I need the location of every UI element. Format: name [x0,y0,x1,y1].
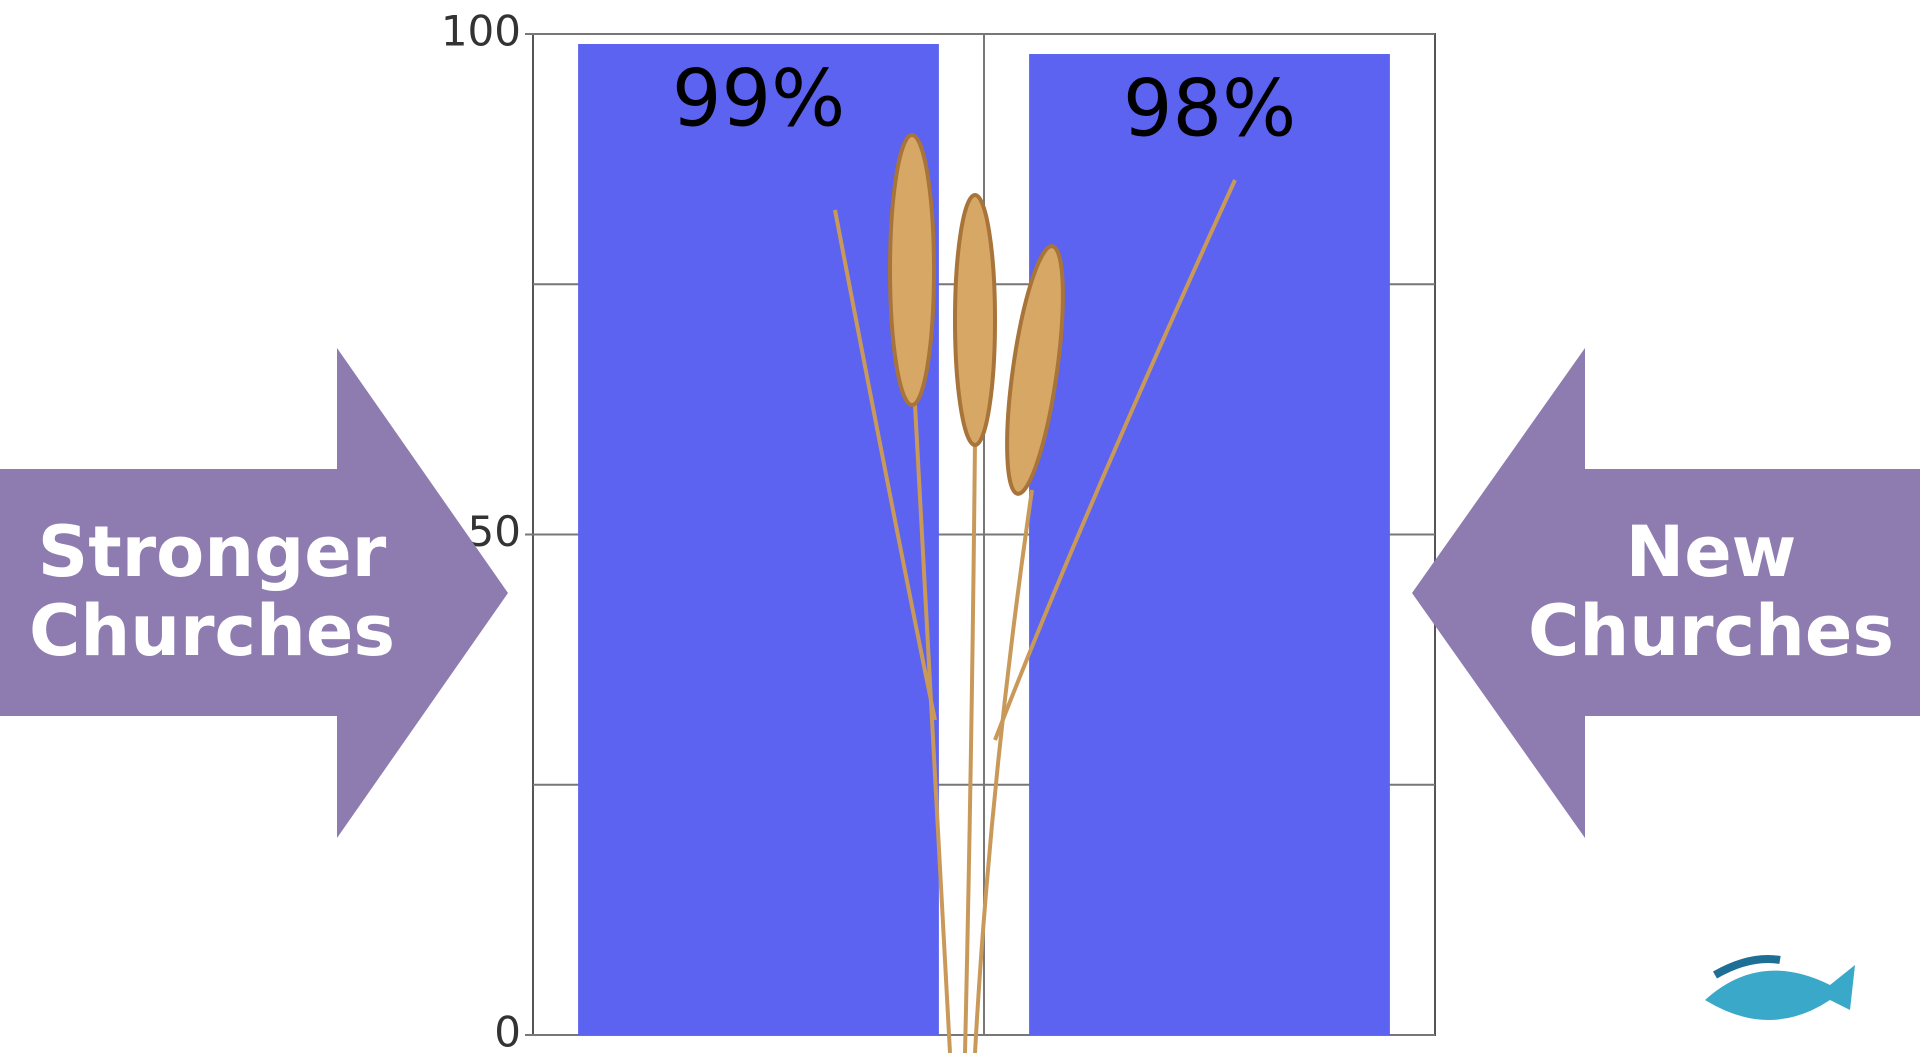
arrow-text: Stronger [38,511,387,593]
y-tick-label: 100 [441,7,521,56]
wheat-illustration [833,133,1237,1053]
logo [1705,955,1855,1020]
arrow-text: Churches [29,590,395,672]
arrow-text: New [1626,511,1797,593]
value-label: 99% [672,54,845,144]
value-label: 98% [1123,65,1296,155]
y-tick-label: 0 [494,1008,521,1053]
arrow-text: Churches [1528,590,1894,672]
left-arrow [0,348,508,838]
bar [578,44,939,1035]
bar [1029,54,1390,1035]
right-arrow [1412,348,1920,838]
